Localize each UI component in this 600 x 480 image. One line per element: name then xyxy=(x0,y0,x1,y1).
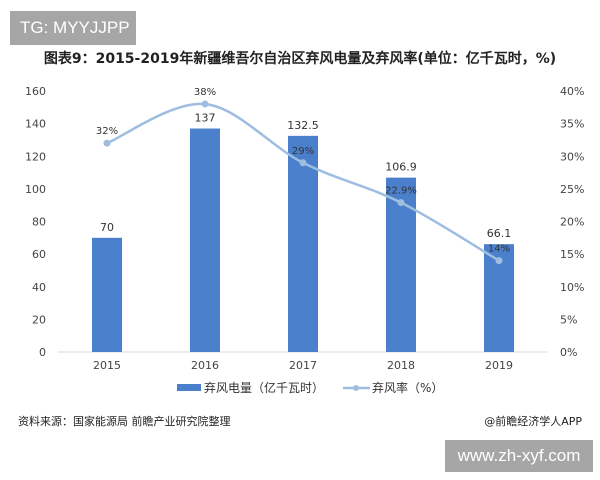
bar xyxy=(190,128,220,352)
right-tick-label: 20% xyxy=(560,216,584,229)
legend-bar-label: 弃风电量（亿千瓦时） xyxy=(204,380,324,395)
left-tick-label: 120 xyxy=(25,150,46,163)
site-watermark: www.zh-xyf.com xyxy=(445,440,593,472)
x-tick-label: 2019 xyxy=(485,359,513,372)
watermark-tag: TG: MYYJJPP xyxy=(10,11,136,45)
right-tick-label: 0% xyxy=(560,346,577,359)
rate-point xyxy=(103,139,111,147)
rate-point xyxy=(201,100,209,108)
legend-line-marker xyxy=(353,385,359,391)
right-tick-label: 5% xyxy=(560,313,577,326)
right-tick-label: 15% xyxy=(560,248,584,261)
rate-data-label: 29% xyxy=(292,146,314,157)
bar-data-label: 137 xyxy=(195,112,216,125)
rate-point xyxy=(397,199,405,207)
rate-data-label: 22.9% xyxy=(385,186,417,197)
x-tick-label: 2017 xyxy=(289,359,317,372)
bar-data-label: 66.1 xyxy=(487,227,512,240)
left-tick-label: 100 xyxy=(25,183,46,196)
rate-data-label: 14% xyxy=(488,244,510,255)
bar-data-label: 70 xyxy=(100,221,114,234)
bar-data-label: 132.5 xyxy=(287,119,319,132)
legend-line-label: 弃风率（%） xyxy=(372,380,443,395)
right-tick-label: 30% xyxy=(560,150,584,163)
x-tick-label: 2015 xyxy=(93,359,121,372)
chart: 0 20 40 60 80 100 120 140 160 0% 5% 10% 15% 20% 25% 30%… xyxy=(25,85,584,395)
rate-data-label: 32% xyxy=(96,126,118,137)
right-tick-label: 25% xyxy=(560,183,584,196)
bar-data-label: 106.9 xyxy=(385,161,417,174)
legend-bar-swatch xyxy=(177,384,201,391)
bar xyxy=(92,237,122,352)
x-tick-label: 2018 xyxy=(387,359,415,372)
app-credit: @前瞻经济学人APP xyxy=(484,415,582,428)
left-tick-label: 0 xyxy=(39,346,46,359)
rate-data-label: 38% xyxy=(194,87,216,98)
source-note: 资料来源：国家能源局 前瞻产业研究院整理 xyxy=(18,415,231,428)
bar xyxy=(288,135,318,352)
x-tick-label: 2016 xyxy=(191,359,219,372)
left-tick-label: 160 xyxy=(25,85,46,98)
right-tick-label: 40% xyxy=(560,85,584,98)
left-tick-label: 40 xyxy=(32,281,46,294)
left-tick-label: 80 xyxy=(32,216,46,229)
chart-title: 图表9：2015-2019年新疆维吾尔自治区弃风电量及弃风率(单位：亿千瓦时，%… xyxy=(43,51,557,67)
left-tick-label: 60 xyxy=(32,248,46,261)
left-tick-label: 140 xyxy=(25,118,46,131)
rate-point xyxy=(495,257,503,265)
rate-point xyxy=(299,159,307,167)
right-tick-label: 10% xyxy=(560,281,584,294)
right-tick-label: 35% xyxy=(560,118,584,131)
left-tick-label: 20 xyxy=(32,313,46,326)
